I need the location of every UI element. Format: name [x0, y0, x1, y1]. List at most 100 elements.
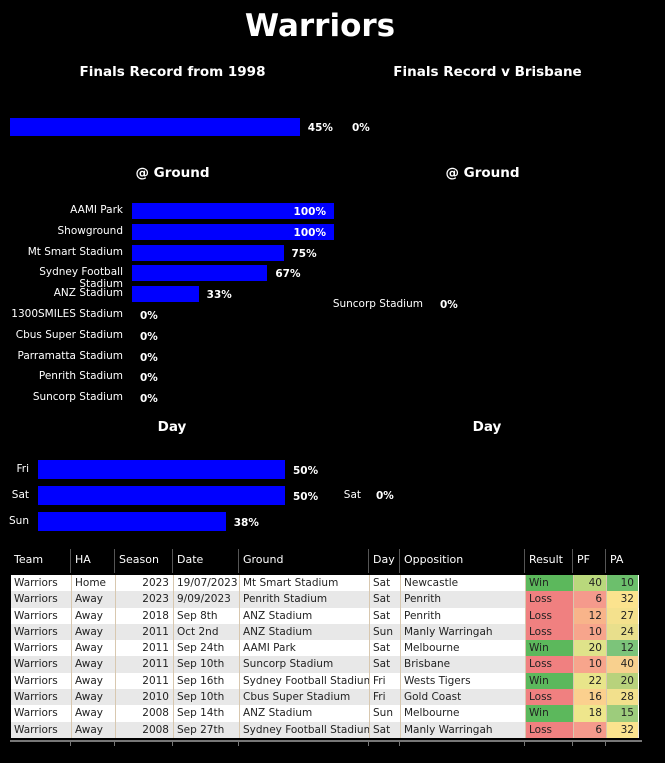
page-title: Warriors: [244, 8, 396, 44]
day-value: 0%: [376, 490, 394, 502]
ground-value: 0%: [440, 299, 458, 311]
table-row[interactable]: Warriors Away 2023 9/09/2023 Penrith Stadium…: [11, 591, 639, 608]
column-header-pf[interactable]: PF: [572, 549, 605, 573]
day-bar: [38, 512, 226, 531]
table-cell-date: Sep 27th: [173, 721, 239, 738]
table-cell-ha: Away: [71, 721, 115, 738]
column-header-result[interactable]: Result: [524, 549, 572, 573]
table-cell-pf: 6: [573, 591, 606, 608]
column-divider-tick: [524, 742, 525, 746]
column-header-season[interactable]: Season: [114, 549, 172, 573]
ground-value: 0%: [140, 351, 158, 364]
day-label: Sat: [343, 489, 361, 501]
table-cell-day: Sat: [369, 575, 400, 592]
ground-value: 67%: [275, 268, 301, 281]
table-cell-result: Loss: [525, 721, 573, 738]
column-divider-tick: [172, 742, 173, 746]
table-cell-pf: 16: [573, 689, 606, 706]
table-cell-team: Warriors: [14, 674, 58, 687]
column-header-ha[interactable]: HA: [70, 549, 114, 573]
table-cell-team: Warriors: [14, 691, 58, 704]
ground-bar: [132, 223, 334, 240]
day-bar: [38, 486, 285, 505]
table-cell-season: 2018: [115, 607, 173, 624]
table-cell-ground: Sydney Football Stadium: [239, 721, 369, 738]
column-header-opposition[interactable]: Opposition: [399, 549, 524, 573]
table-cell-ha: Away: [71, 623, 115, 641]
table-row[interactable]: Warriors Away 2008 Sep 27th Sydney Football …: [11, 721, 639, 738]
finals-record-value: 45%: [307, 122, 333, 134]
table-row[interactable]: Warriors Away 2011 Sep 10th Suncorp Stadium S…: [11, 656, 639, 673]
table-cell-team: Warriors: [14, 577, 58, 589]
table-cell-date: 9/09/2023: [173, 591, 239, 608]
table-cell-date: Sep 10th: [173, 656, 239, 673]
table-cell-opposition: Melbourne: [400, 640, 525, 657]
table-cell-day: Fri: [369, 672, 400, 690]
day-value: 50%: [293, 491, 319, 503]
table-cell-result: Loss: [525, 623, 573, 641]
column-divider-tick: [114, 742, 115, 746]
column-divider-tick: [399, 742, 400, 746]
results-table-body: Warriors Home 2023 19/07/2023 Mt Smart Stadi…: [11, 575, 639, 738]
table-cell-result: Win: [525, 575, 573, 592]
table-cell-opposition: Melbourne: [400, 705, 525, 722]
column-header-pa[interactable]: PA: [605, 549, 638, 573]
table-cell-date: Sep 24th: [173, 640, 239, 657]
table-cell-season: 2011: [115, 672, 173, 690]
table-cell-result: Win: [525, 640, 573, 657]
column-header-day[interactable]: Day: [368, 549, 399, 573]
table-cell-team: Warriors: [14, 642, 58, 655]
table-cell-season: 2023: [115, 575, 173, 592]
day-label: Sat: [11, 489, 29, 501]
table-cell-pa: 20: [606, 672, 638, 690]
table-cell-pa: 10: [606, 575, 638, 592]
table-cell-result: Loss: [525, 656, 573, 673]
table-row[interactable]: Warriors Away 2011 Sep 16th Sydney Football …: [11, 672, 639, 690]
table-cell-day: Sat: [369, 656, 400, 673]
table-cell-ground: Suncorp Stadium: [239, 656, 369, 673]
table-cell-day: Sat: [369, 591, 400, 608]
table-cell-date: Oct 2nd: [173, 623, 239, 641]
table-cell-pa: 27: [606, 607, 638, 624]
day-bar: [38, 460, 285, 479]
table-cell-opposition: Newcastle: [400, 575, 525, 592]
table-cell-day: Sat: [369, 607, 400, 624]
table-cell-result: Loss: [525, 689, 573, 706]
table-row[interactable]: Warriors Home 2023 19/07/2023 Mt Smart Stadi…: [11, 575, 639, 592]
ground-label: Parramatta Stadium: [17, 349, 123, 362]
table-cell-pf: 12: [573, 607, 606, 624]
table-cell-ha: Away: [71, 640, 115, 657]
table-row[interactable]: Warriors Away 2018 Sep 8th ANZ Stadium Sat Pen…: [11, 607, 639, 624]
day-value: 38%: [233, 517, 259, 529]
table-row[interactable]: Warriors Away 2010 Sep 10th Cbus Super Stadi…: [11, 689, 639, 706]
column-header-ground[interactable]: Ground: [238, 549, 368, 573]
column-header-team[interactable]: Team: [14, 553, 44, 566]
ground-label: Suncorp Stadium: [332, 298, 423, 310]
table-cell-result: Win: [525, 705, 573, 722]
ground-value: 0%: [140, 330, 158, 343]
table-row[interactable]: Warriors Away 2011 Sep 24th AAMI Park Sat Melb…: [11, 640, 639, 657]
finals-record-bar: [10, 118, 300, 136]
table-cell-opposition: Manly Warringah: [400, 623, 525, 641]
table-row[interactable]: Warriors Away 2008 Sep 14th ANZ Stadium Sun Me…: [11, 705, 639, 722]
ground-label: Cbus Super Stadium: [15, 328, 123, 341]
day-value: 50%: [293, 465, 319, 477]
table-cell-ha: Away: [71, 607, 115, 624]
table-cell-result: Win: [525, 672, 573, 690]
table-cell-season: 2023: [115, 591, 173, 608]
table-cell-ground: AAMI Park: [239, 640, 369, 657]
ground-value: 0%: [140, 393, 158, 406]
ground-value: 75%: [291, 247, 317, 260]
table-cell-date: 19/07/2023: [173, 575, 239, 592]
table-cell-ha: Away: [71, 672, 115, 690]
ground-bar: [132, 286, 199, 303]
ground-value: 0%: [140, 372, 158, 385]
ground-label: Penrith Stadium: [38, 370, 123, 383]
table-cell-ground: Cbus Super Stadium: [239, 689, 369, 706]
table-cell-opposition: Gold Coast: [400, 689, 525, 706]
column-header-date[interactable]: Date: [172, 549, 238, 573]
table-row[interactable]: Warriors Away 2011 Oct 2nd ANZ Stadium Sun Man…: [11, 623, 639, 641]
finals-record-brisbane-heading: Finals Record v Brisbane: [393, 64, 582, 80]
day-label: Sun: [9, 515, 29, 527]
table-cell-pa: 32: [606, 591, 638, 608]
